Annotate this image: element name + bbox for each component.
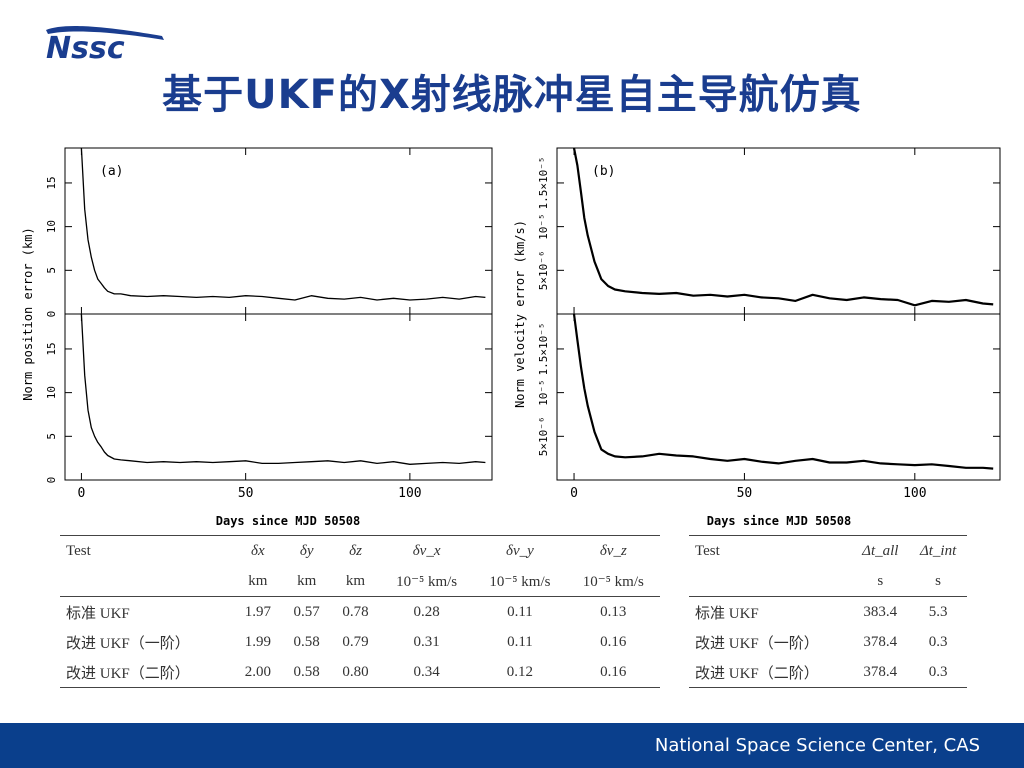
page-title: 基于UKF的X射线脉冲星自主导航仿真 [162, 72, 862, 118]
y-tick-label: 0 [45, 477, 58, 484]
y-tick-label: 1.5×10⁻⁵ [537, 156, 550, 209]
y-axis-label-position: Norm position error (km) [21, 227, 35, 400]
y-axis-label-velocity: Norm velocity error (km/s) [513, 220, 527, 408]
y-tick-label: 5×10⁻⁶ [537, 250, 550, 290]
y-tick-label: 5 [45, 433, 58, 440]
x-tick-label: 0 [78, 486, 86, 501]
y-tick-label: 10 [45, 220, 58, 233]
x-tick-label: 50 [238, 486, 254, 501]
y-tick-label: 0 [45, 311, 58, 318]
series-line [80, 313, 486, 465]
time-table: Test Δt_all Δt_int s s 标准 UKF 383.4 5.3 … [689, 535, 967, 688]
unit-cell: 10⁻⁵ km/s [566, 566, 660, 597]
unit-cell: km [331, 566, 380, 597]
col-dvx: δv_x [379, 535, 474, 566]
plot-frame [556, 147, 1001, 315]
series-line [572, 147, 994, 307]
unit-cell: 10⁻⁵ km/s [473, 566, 567, 597]
series-line [572, 313, 994, 470]
unit-cell: s [851, 566, 910, 597]
logo-text: Nssc [46, 31, 125, 62]
plot-frame [64, 147, 493, 315]
x-tick-label: 100 [398, 486, 421, 501]
error-table: Test δx δy δz δv_x δv_y δv_z km km km 10… [60, 535, 660, 688]
table-row: 改进 UKF（一阶） 1.99 0.58 0.79 0.31 0.11 0.16 [66, 633, 627, 652]
table-row: 改进 UKF（一阶） 378.4 0.3 [695, 633, 948, 652]
col-test: Test [60, 535, 234, 566]
y-tick-label: 10 [45, 386, 58, 399]
x-tick-label: 0 [570, 486, 578, 501]
x-tick-label: 100 [903, 486, 926, 501]
y-tick-label: 10⁻⁵ [537, 213, 550, 240]
col-dy: δy [282, 535, 332, 566]
table-row: 改进 UKF（二阶） 378.4 0.3 [689, 657, 967, 688]
y-tick-label: 15 [45, 176, 58, 189]
nssc-logo: Nssc [46, 26, 164, 62]
table-row: 标准 UKF 383.4 5.3 [695, 603, 948, 622]
footer-bar: National Space Science Center, CAS [0, 723, 1024, 768]
x-axis-label-left: Days since MJD 50508 [216, 514, 361, 528]
col-dvy: δv_y [473, 535, 567, 566]
panel-label: (b) [592, 164, 615, 179]
col-test: Test [689, 535, 852, 566]
unit-cell: s [909, 566, 967, 597]
plot-frame [64, 313, 493, 481]
x-axis-label-right: Days since MJD 50508 [707, 514, 852, 528]
col-t-int: Δt_int [909, 535, 967, 566]
logo-swoosh [46, 26, 164, 40]
y-tick-label: 1.5×10⁻⁵ [537, 322, 550, 375]
col-t-all: Δt_all [851, 535, 910, 566]
unit-cell: km [282, 566, 332, 597]
chart-area: 0 5 10 15 (a) 0 5 10 15 0 50 100 5×10⁻⁶ 10⁻⁵ 1.5×10⁻⁵ (… [21, 147, 1001, 528]
y-tick-label: 5 [45, 267, 58, 274]
y-tick-label: 5×10⁻⁶ [537, 416, 550, 456]
panel-label: (a) [100, 164, 123, 179]
col-dvz: δv_z [566, 535, 660, 566]
unit-cell: 10⁻⁵ km/s [379, 566, 474, 597]
plot-frame [556, 313, 1001, 481]
y-tick-label: 10⁻⁵ [537, 379, 550, 406]
x-tick-label: 50 [737, 486, 753, 501]
table-row: 改进 UKF（二阶） 2.00 0.58 0.80 0.34 0.12 0.16 [60, 657, 660, 688]
footer-text: National Space Science Center, CAS [654, 735, 980, 756]
col-dx: δx [233, 535, 283, 566]
table-row: 标准 UKF 1.97 0.57 0.78 0.28 0.11 0.13 [66, 603, 627, 622]
y-tick-label: 15 [45, 342, 58, 355]
col-dz: δz [331, 535, 380, 566]
series-line [80, 147, 486, 301]
unit-cell: km [233, 566, 283, 597]
